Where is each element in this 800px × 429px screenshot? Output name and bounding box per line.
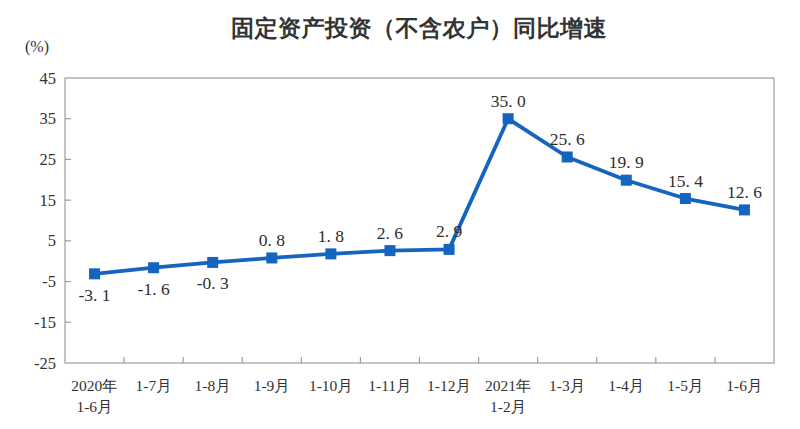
x-axis-label: 1-7月	[136, 377, 172, 394]
data-point-marker	[207, 257, 218, 268]
plot-border	[65, 78, 774, 363]
x-axis-label: 1-10月	[309, 377, 353, 394]
y-axis-label: -15	[34, 313, 56, 332]
data-label: 2. 6	[377, 223, 404, 243]
data-label: 19. 9	[609, 152, 644, 172]
data-point-marker	[621, 175, 632, 186]
x-axis-label: 1-11月	[368, 377, 411, 394]
data-point-marker	[503, 113, 514, 124]
data-label: -3. 1	[79, 285, 111, 305]
x-axis-label: 1-6月	[726, 377, 762, 394]
y-axis-label: 35	[40, 109, 57, 128]
y-axis-label: 25	[40, 150, 57, 169]
y-axis-label: 5	[48, 231, 56, 250]
data-point-marker	[266, 252, 277, 263]
x-axis-label: 1-8月	[195, 377, 231, 394]
data-label: 1. 8	[318, 226, 345, 246]
data-point-marker	[680, 193, 691, 204]
data-point-marker	[739, 204, 750, 215]
data-point-marker	[325, 248, 336, 259]
data-label: 35. 0	[491, 91, 526, 111]
x-axis-label: 1-9月	[254, 377, 290, 394]
chart-page: 固定资产投资（不含农户）同比增速 (%) 453525155-5-15-2520…	[0, 0, 800, 429]
data-label: 2. 9	[436, 221, 463, 241]
line-chart: 45 35 25 15 5 -5 -15 -25 2020年 1-6月 1-7月 1-8月 1-9月 1-…	[0, 0, 800, 429]
x-axis-label: 1-12月	[427, 377, 471, 394]
data-label: 25. 6	[550, 129, 585, 149]
data-label: -0. 3	[197, 273, 229, 293]
x-axis-label: 1-6月	[76, 398, 112, 415]
data-label: 0. 8	[259, 230, 286, 250]
x-axis-label: 1-3月	[549, 377, 585, 394]
data-line	[95, 119, 745, 274]
x-axis-label: 1-4月	[608, 377, 644, 394]
data-label: 15. 4	[668, 171, 703, 191]
y-axis-label: 45	[40, 69, 57, 88]
data-point-marker	[384, 245, 395, 256]
data-point-marker	[89, 268, 100, 279]
data-point-marker	[562, 151, 573, 162]
x-axis-label: 1-2月	[490, 398, 526, 415]
x-axis-label: 2021年	[485, 377, 532, 394]
y-axis-label: -5	[42, 272, 56, 291]
data-point-marker	[148, 262, 159, 273]
y-axis-label: -25	[34, 354, 56, 373]
y-axis-label: 15	[40, 191, 57, 210]
data-point-marker	[444, 244, 455, 255]
x-axis-label: 1-5月	[667, 377, 703, 394]
data-label: -1. 6	[138, 279, 170, 299]
x-axis-label: 2020年	[71, 377, 118, 394]
data-label: 12. 6	[727, 182, 762, 202]
